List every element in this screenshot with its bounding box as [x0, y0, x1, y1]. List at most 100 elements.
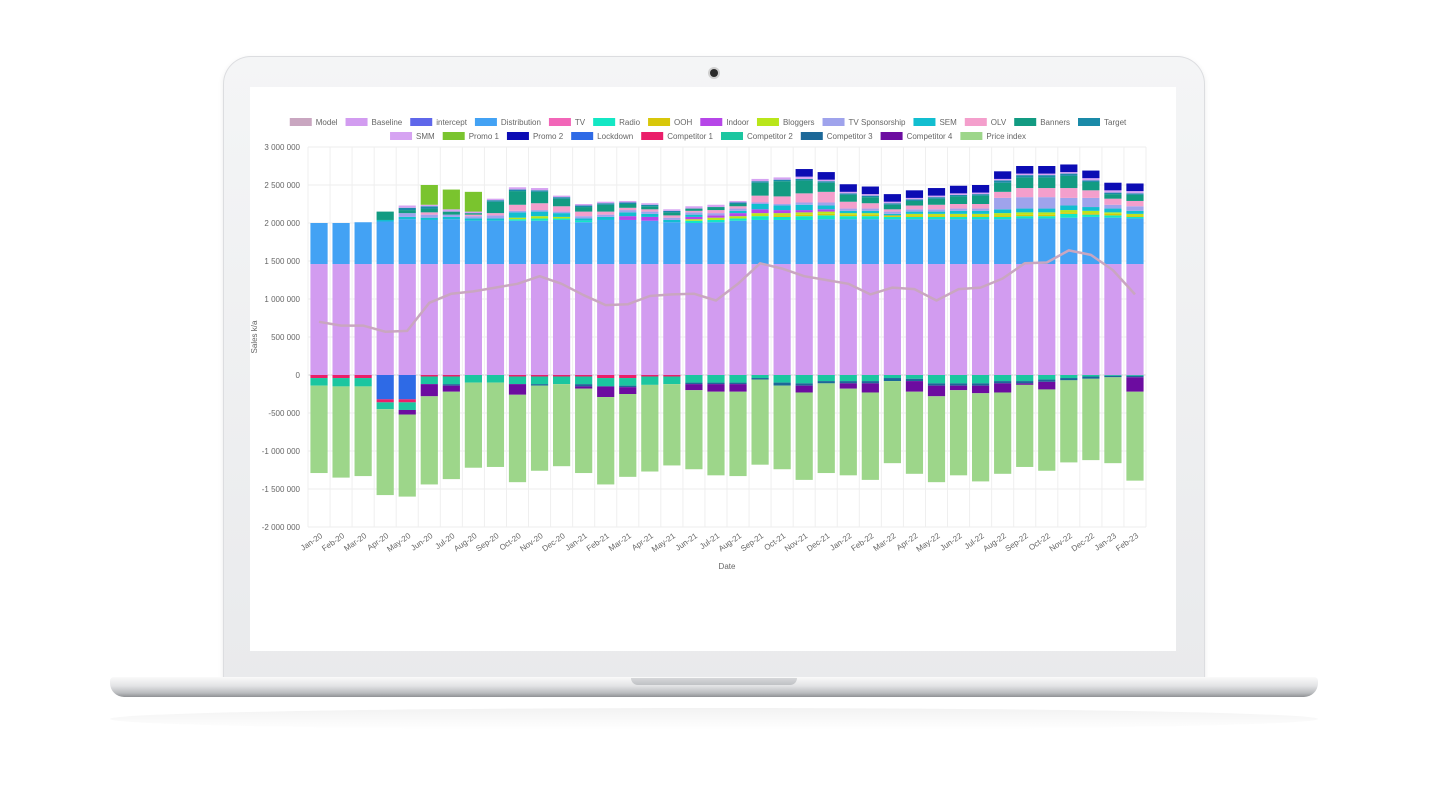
legend-item[interactable]: Banners — [1014, 118, 1070, 127]
bar-segment — [817, 191, 835, 203]
bar-segment — [883, 209, 901, 212]
bar-segment — [619, 385, 637, 388]
legend-item[interactable]: Competitor 3 — [800, 132, 873, 141]
bar-segment — [729, 391, 747, 477]
bar-segment — [773, 210, 791, 214]
legend-swatch — [800, 132, 823, 140]
bar-segment — [486, 264, 505, 375]
bar-segment — [949, 375, 968, 384]
legend-item[interactable]: Baseline — [345, 118, 403, 127]
bar-segment — [927, 195, 946, 198]
bar-segment — [420, 375, 438, 377]
legend-item[interactable]: OLV — [964, 118, 1007, 127]
legend-item[interactable]: Target — [1078, 118, 1127, 127]
bar-segment — [398, 210, 416, 214]
legend-label: Competitor 1 — [667, 132, 713, 141]
bar-segment — [707, 264, 725, 375]
legend-label: Competitor 4 — [907, 132, 953, 141]
legend-item[interactable]: TV — [548, 118, 586, 127]
bar-segment — [972, 385, 990, 394]
bar-segment — [883, 215, 901, 217]
legend-item[interactable]: SMM — [390, 132, 435, 141]
bar-segment — [949, 194, 968, 197]
legend-item[interactable]: Promo 1 — [442, 132, 500, 141]
x-tick-label: Feb-23 — [1114, 531, 1140, 553]
legend-item[interactable]: intercept — [410, 118, 468, 127]
legend-label: OOH — [674, 118, 692, 127]
bar-segment — [729, 200, 747, 203]
bar-segment — [883, 194, 901, 202]
bar-segment — [949, 193, 968, 195]
bar-segment — [795, 176, 813, 179]
bar-segment — [795, 216, 813, 220]
legend-item[interactable]: Bloggers — [756, 118, 815, 127]
bar-segment — [508, 191, 527, 205]
bar-segment — [420, 212, 438, 215]
bar-segment — [1104, 182, 1122, 191]
bar-segment — [972, 192, 990, 195]
bar-segment — [597, 216, 615, 220]
x-tick-label: May-22 — [915, 531, 942, 554]
bar-segment — [641, 384, 659, 472]
bar-segment — [1060, 172, 1078, 174]
bar-segment — [1060, 213, 1078, 218]
bar-segment — [839, 201, 857, 209]
bar-segment — [685, 390, 703, 470]
legend-item[interactable]: Lockdown — [571, 132, 633, 141]
legend-item[interactable]: OOH — [648, 118, 693, 127]
legend-item[interactable]: TV Sponsorship — [822, 118, 906, 127]
bar-segment — [685, 375, 703, 383]
legend-item[interactable]: Distribution — [474, 118, 541, 127]
bar-segment — [530, 384, 549, 386]
bar-segment — [817, 215, 835, 220]
y-tick-label: 2 000 000 — [264, 219, 300, 228]
bar-segment — [508, 375, 527, 377]
bar-segment — [442, 385, 460, 392]
legend-swatch — [756, 118, 779, 126]
bar-segment — [707, 391, 725, 476]
legend-item[interactable]: Competitor 4 — [880, 132, 953, 141]
legend-swatch — [593, 118, 616, 126]
bar-segment — [553, 213, 571, 217]
bar-segment — [619, 264, 637, 375]
legend-item[interactable]: Price index — [960, 132, 1026, 141]
legend-swatch — [548, 118, 571, 126]
legend-item[interactable]: Competitor 2 — [720, 132, 793, 141]
bar-segment — [1082, 210, 1100, 214]
legend-item[interactable]: Indoor — [700, 118, 749, 127]
bar-segment — [597, 386, 615, 398]
bar-segment — [575, 376, 593, 385]
bar-segment — [883, 204, 901, 210]
bar-segment — [861, 197, 879, 204]
bar-segment — [861, 383, 879, 393]
legend-swatch — [506, 132, 529, 140]
legend-label: Promo 1 — [469, 132, 500, 141]
bar-segment — [839, 264, 857, 375]
bar-segment — [729, 216, 747, 219]
legend-item[interactable]: Model — [289, 118, 338, 127]
bar-segment — [1038, 389, 1056, 471]
bar-segment — [1038, 216, 1056, 219]
bar-segment — [707, 375, 725, 383]
bar-segment — [332, 223, 350, 265]
bar-segment — [839, 381, 857, 384]
legend-item[interactable]: Radio — [593, 118, 641, 127]
legend-item[interactable]: SEM — [913, 118, 957, 127]
bar-segment — [685, 220, 703, 223]
bar-segment — [927, 385, 946, 397]
bar-segment — [597, 203, 615, 205]
bar-segment — [597, 214, 615, 217]
legend-swatch — [720, 132, 743, 140]
x-tick-label: Jan-20 — [299, 531, 325, 553]
y-tick-label: 1 000 000 — [264, 295, 300, 304]
bar-segment — [905, 391, 924, 474]
legend-item[interactable]: Competitor 1 — [641, 132, 714, 141]
bar-segment — [927, 213, 946, 216]
bar-segment — [1038, 375, 1056, 380]
legend-item[interactable]: Promo 2 — [506, 132, 564, 141]
y-tick-label: -1 000 000 — [262, 447, 301, 456]
bar-segment — [1082, 207, 1100, 211]
bar-segment — [883, 375, 901, 379]
bar-segment — [575, 220, 593, 223]
bar-segment — [641, 376, 659, 385]
